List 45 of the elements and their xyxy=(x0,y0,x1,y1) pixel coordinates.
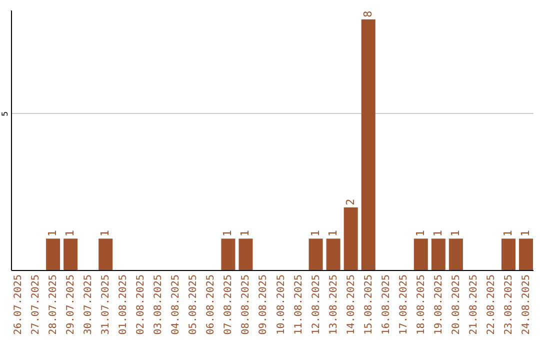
data-label: 1 xyxy=(414,230,427,237)
x-tick-label: 15.08.2025 xyxy=(363,274,374,335)
x-tick-label: 22.08.2025 xyxy=(486,274,497,335)
data-label: 1 xyxy=(326,230,340,237)
x-tick-label: 13.08.2025 xyxy=(328,274,340,335)
data-label: 2 xyxy=(344,198,357,206)
x-tick-label: 06.08.2025 xyxy=(206,274,217,335)
data-label: 1 xyxy=(238,230,252,237)
x-tick-label: 27.07.2025 xyxy=(30,274,42,335)
data-label: 1 xyxy=(431,230,444,237)
data-label: 1 xyxy=(518,230,532,237)
x-tick-label: 19.08.2025 xyxy=(433,274,444,335)
x-tick-label: 02.08.2025 xyxy=(136,274,147,335)
x-tick-label: 01.08.2025 xyxy=(118,274,130,335)
x-tick-label: 14.08.2025 xyxy=(346,274,357,335)
x-tick-label: 28.07.2025 xyxy=(48,274,60,335)
x-tick-label: 04.08.2025 xyxy=(170,274,182,335)
x-tick-label: 24.08.2025 xyxy=(520,274,532,335)
y-tick-label: 5 xyxy=(0,111,10,116)
x-tick-label: 12.08.2025 xyxy=(310,274,322,335)
x-tick-label: 17.08.2025 xyxy=(398,274,410,335)
x-tick-label: 09.08.2025 xyxy=(258,274,270,335)
x-tick-label: 07.08.2025 xyxy=(223,274,234,335)
data-label: 1 xyxy=(501,230,514,237)
x-tick-label: 20.08.2025 xyxy=(450,274,462,335)
x-tick-label: 10.08.2025 xyxy=(276,274,287,335)
x-tick-label: 23.08.2025 xyxy=(503,274,514,335)
x-tick-label: 08.08.2025 xyxy=(240,274,252,335)
x-tick-label: 31.07.2025 xyxy=(100,274,112,335)
x-tick-label: 30.07.2025 xyxy=(83,274,94,335)
data-label: 1 xyxy=(448,230,462,237)
x-tick-label: 26.07.2025 xyxy=(13,274,24,335)
x-tick-label: 03.08.2025 xyxy=(153,274,164,335)
data-label: 1 xyxy=(221,230,234,237)
x-tick-label: 18.08.2025 xyxy=(416,274,427,335)
data-label: 1 xyxy=(46,230,60,237)
data-label: 1 xyxy=(98,230,112,237)
data-label: 1 xyxy=(308,230,322,237)
data-label: 8 xyxy=(361,10,374,18)
x-tick-label: 21.08.2025 xyxy=(468,274,480,335)
x-tick-label: 16.08.2025 xyxy=(380,274,392,335)
x-tick-label: 11.08.2025 xyxy=(293,274,304,335)
x-tick-label: 05.08.2025 xyxy=(188,274,200,335)
data-label: 1 xyxy=(64,230,77,237)
x-tick-label: 29.07.2025 xyxy=(66,274,77,335)
